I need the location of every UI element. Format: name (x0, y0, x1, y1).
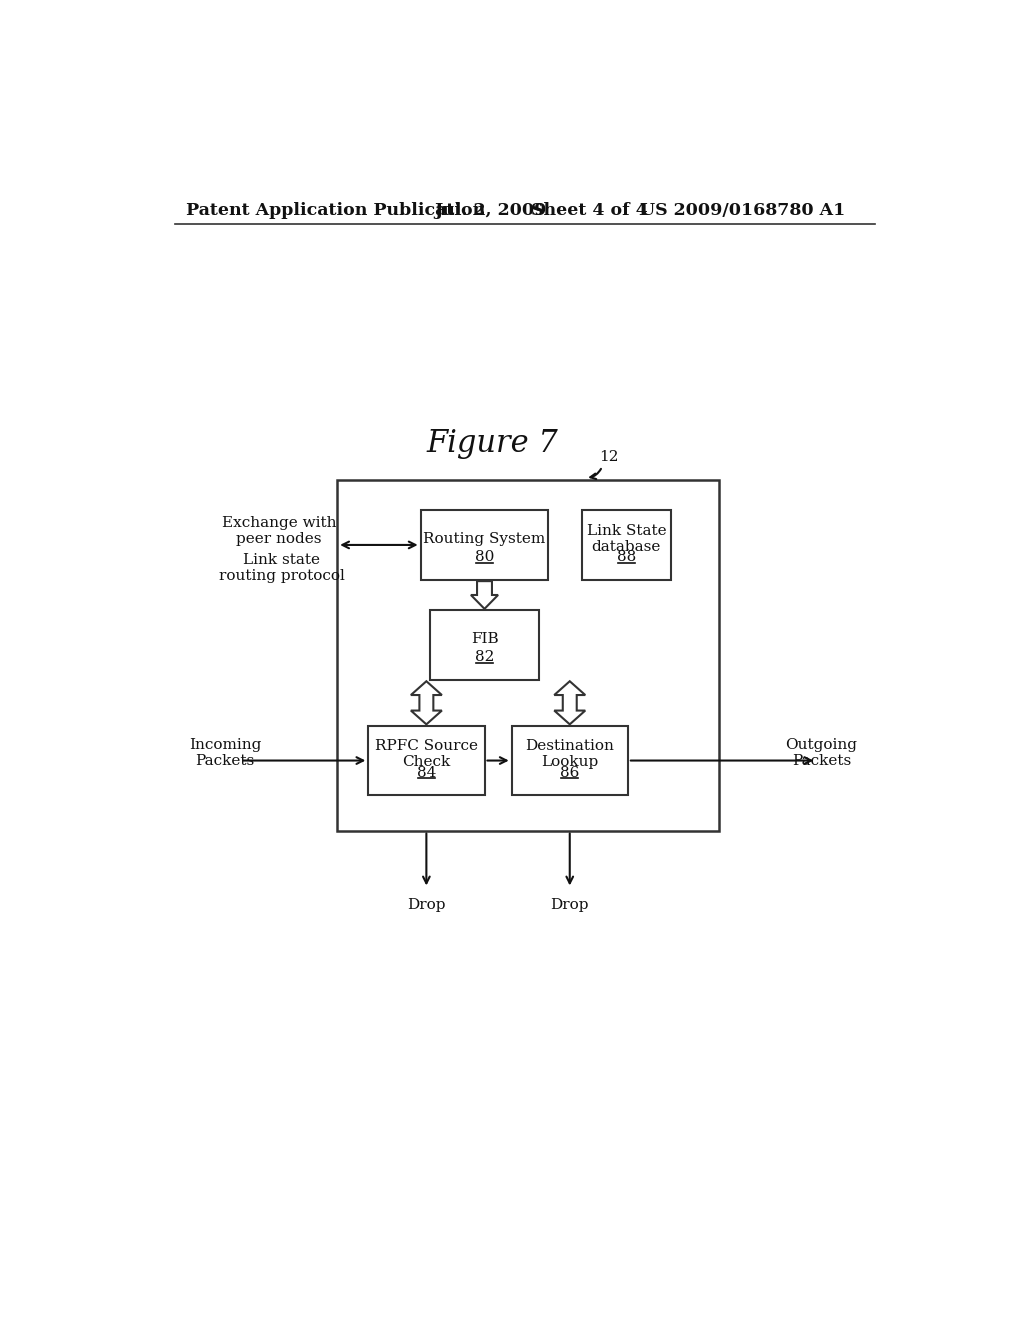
Text: US 2009/0168780 A1: US 2009/0168780 A1 (640, 202, 845, 219)
Bar (369, 726, 484, 795)
Text: 84: 84 (417, 766, 436, 780)
Text: Jul. 2, 2009: Jul. 2, 2009 (434, 202, 547, 219)
Bar (512, 726, 628, 795)
Polygon shape (471, 581, 498, 609)
Text: 12: 12 (599, 450, 618, 465)
Text: FIB: FIB (471, 632, 499, 645)
Bar (582, 511, 671, 579)
Text: Link state
routing protocol: Link state routing protocol (218, 553, 344, 583)
Text: Routing System: Routing System (423, 532, 546, 545)
Text: Patent Application Publication: Patent Application Publication (186, 202, 485, 219)
Text: Exchange with
peer nodes: Exchange with peer nodes (222, 516, 336, 546)
Text: 82: 82 (475, 651, 495, 664)
Text: RPFC Source
Check: RPFC Source Check (375, 739, 478, 770)
Text: 80: 80 (475, 550, 495, 564)
Text: Destination
Lookup: Destination Lookup (525, 739, 614, 770)
Bar (337, 480, 719, 830)
Text: Figure 7: Figure 7 (426, 428, 558, 459)
Text: 88: 88 (616, 550, 636, 564)
Text: Drop: Drop (408, 899, 445, 912)
Text: Drop: Drop (551, 899, 589, 912)
Text: Incoming
Packets: Incoming Packets (188, 738, 261, 768)
Bar (430, 610, 539, 680)
Text: 86: 86 (560, 766, 580, 780)
Polygon shape (411, 681, 442, 725)
Text: Link State
database: Link State database (587, 524, 667, 554)
Text: Sheet 4 of 4: Sheet 4 of 4 (531, 202, 648, 219)
Text: Outgoing
Packets: Outgoing Packets (785, 738, 858, 768)
Polygon shape (554, 681, 586, 725)
Bar (421, 511, 549, 579)
